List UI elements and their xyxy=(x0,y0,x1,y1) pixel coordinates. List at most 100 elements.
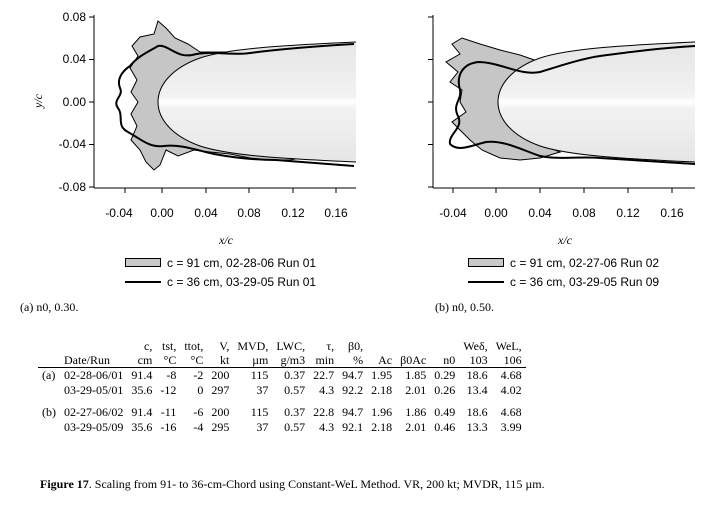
table-cell: -4 xyxy=(193,420,204,434)
column-header-name: Date/Run xyxy=(64,353,110,367)
table-row: (b) 02-27-06/02 91.4 -11 -6 200 115 0.37 22.8 94.… xyxy=(38,405,526,420)
scaling-table: Date/Run c, cm tst, °C ttot, °C V, kt MVD, µm LWC, g… xyxy=(38,335,526,435)
table-cell: 2.01 xyxy=(405,420,427,434)
x-axis-label: x/c xyxy=(218,233,234,247)
plot-b: -0.04 0.00 0.04 0.08 0.12 0.16 x/c xyxy=(428,15,696,247)
table-cell: 2.01 xyxy=(405,383,427,397)
column-header: tst, °C xyxy=(156,335,181,368)
swatch-filled xyxy=(468,258,504,267)
column-header-name: tst, xyxy=(161,339,177,353)
x-tick: -0.04 xyxy=(439,206,467,220)
table-body: (a) 02-28-06/01 91.4 -8 -2 200 115 0.37 22.7 94.7… xyxy=(38,368,526,436)
legend-item: c = 91 cm, 02-27-06 Run 02 xyxy=(468,253,659,272)
table-cell: 1.86 xyxy=(405,405,427,419)
table-row: 03-29-05/09 35.6 -16 -4 295 37 0.57 4.3 92.1 2.18… xyxy=(38,420,526,435)
y-tick: -0.04 xyxy=(59,137,87,151)
table-cell: 37 xyxy=(256,420,269,434)
legend-item: c = 36 cm, 03-29-05 Run 01 xyxy=(125,272,316,291)
column-header-unit: g/m3 xyxy=(280,353,306,367)
table-cell: 92.1 xyxy=(342,420,364,434)
column-header-unit: cm xyxy=(137,353,153,367)
y-tick: 0.08 xyxy=(63,10,87,24)
table-cell: 4.3 xyxy=(319,420,335,434)
column-header-unit: 106 xyxy=(503,353,522,367)
table-cell: 2.18 xyxy=(371,383,393,397)
x-tick: 0.04 xyxy=(528,206,552,220)
column-header-name: MVD, xyxy=(237,339,269,353)
y-tick: -0.08 xyxy=(59,180,87,194)
y-tick: 0.04 xyxy=(63,52,87,66)
table-cell: 2.18 xyxy=(371,420,393,434)
table-cell: 4.02 xyxy=(500,383,522,397)
table-cell: (b) xyxy=(42,405,56,419)
column-header: LWC, g/m3 xyxy=(272,335,310,368)
table-cell: 200 xyxy=(211,405,230,419)
table-cell: 295 xyxy=(211,420,230,434)
swatch-filled xyxy=(125,258,161,267)
table-header-row: Date/Run c, cm tst, °C ttot, °C V, kt MVD, µm LWC, g… xyxy=(38,335,526,368)
figure-caption-text: . Scaling from 91- to 36-cm-Chord using … xyxy=(88,477,545,491)
ice-shape-36cm xyxy=(448,45,696,165)
table-cell: -12 xyxy=(160,383,177,397)
table-cell: 115 xyxy=(250,405,269,419)
table-row: (a) 02-28-06/01 91.4 -8 -2 200 115 0.37 22.7 94.7… xyxy=(38,368,526,384)
table-cell: 37 xyxy=(256,383,269,397)
x-tick: 0.08 xyxy=(237,206,261,220)
table-cell: (a) xyxy=(42,368,56,382)
column-header: Ac xyxy=(367,335,397,368)
x-tick: 0.04 xyxy=(194,206,218,220)
column-header-name: Ac xyxy=(378,353,393,367)
column-header-unit: °C xyxy=(163,353,177,367)
table-cell: 02-27-06/02 xyxy=(64,405,124,419)
table-cell: 94.7 xyxy=(342,368,364,382)
table-cell: 18.6 xyxy=(466,405,488,419)
table-cell: -6 xyxy=(193,405,204,419)
column-header: β0Ac xyxy=(396,335,431,368)
column-header: c, cm xyxy=(127,335,157,368)
x-tick: 0.12 xyxy=(281,206,305,220)
figure-caption: Figure 17. Scaling from 91- to 36-cm-Cho… xyxy=(40,477,545,492)
column-header-name: n0 xyxy=(443,353,456,367)
table-cell: 91.4 xyxy=(131,405,153,419)
table-cell xyxy=(38,420,60,435)
column-header: Date/Run xyxy=(60,335,128,368)
legend-label: c = 36 cm, 03-29-05 Run 01 xyxy=(167,274,317,289)
column-header: WeL, 106 xyxy=(491,335,526,368)
column-header-name: β0Ac xyxy=(400,353,427,367)
column-header: V, kt xyxy=(207,335,234,368)
table-cell: -16 xyxy=(160,420,177,434)
column-header-unit: % xyxy=(353,353,364,367)
column-header-name: LWC, xyxy=(276,339,306,353)
column-header: β0,% xyxy=(338,335,368,368)
column-header-unit: min xyxy=(315,353,335,367)
x-tick: 0.00 xyxy=(150,206,174,220)
plot-a: 0.08 0.04 0.00 -0.04 -0.08 -0.04 0.00 0.… xyxy=(31,10,357,247)
table-cell: 0.49 xyxy=(434,405,456,419)
legend-label: c = 36 cm, 03-29-05 Run 09 xyxy=(510,274,660,289)
table-cell: 02-28-06/01 xyxy=(64,368,124,382)
column-header-unit: µm xyxy=(252,353,269,367)
x-tick: 0.16 xyxy=(660,206,684,220)
airfoil xyxy=(157,41,357,163)
table-cell: 0.29 xyxy=(434,368,456,382)
column-header-name: c, xyxy=(144,339,153,353)
y-axis-label: y/c xyxy=(31,93,45,109)
table-cell: -2 xyxy=(193,368,204,382)
subfigure-caption-a: (a) n0, 0.30. xyxy=(20,300,79,314)
ice-shape-36cm xyxy=(115,43,355,167)
table-cell: 18.6 xyxy=(466,368,488,382)
column-header xyxy=(38,335,60,368)
column-header: Weδ, 103 xyxy=(459,335,492,368)
column-header-name: ttot, xyxy=(184,339,204,353)
x-tick: 0.16 xyxy=(324,206,348,220)
table-cell: 0 xyxy=(197,383,204,397)
swatch-line xyxy=(468,280,504,283)
figure-plots: 0.08 0.04 0.00 -0.04 -0.08 -0.04 0.00 0.… xyxy=(31,10,696,247)
table-cell: 94.7 xyxy=(342,405,364,419)
table-cell: 0.26 xyxy=(434,383,456,397)
x-axis-label: x/c xyxy=(557,233,573,247)
table-cell: 3.99 xyxy=(500,420,522,434)
table-cell: 03-29-05/01 xyxy=(64,383,124,397)
table-cell: 1.95 xyxy=(371,368,393,382)
column-header-unit: 103 xyxy=(469,353,488,367)
